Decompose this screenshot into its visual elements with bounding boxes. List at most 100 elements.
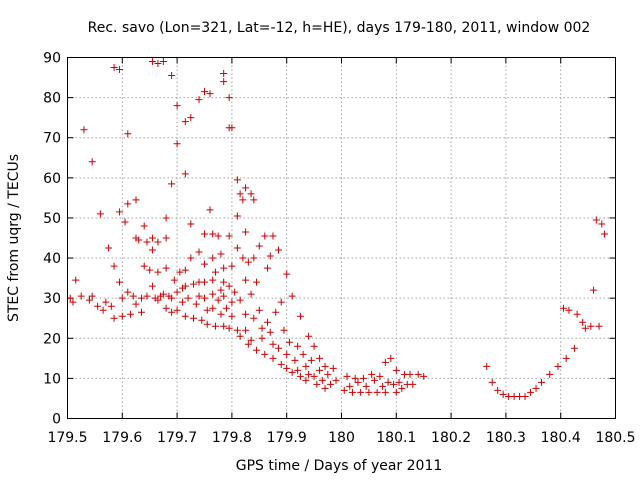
data-point xyxy=(209,230,217,238)
data-point xyxy=(379,382,387,390)
data-point xyxy=(94,302,102,310)
data-point xyxy=(143,238,151,246)
data-point xyxy=(329,364,337,372)
data-point xyxy=(132,300,140,308)
data-point xyxy=(154,238,162,246)
data-point xyxy=(261,350,269,358)
data-point xyxy=(214,232,222,240)
data-point xyxy=(233,326,241,334)
data-point xyxy=(274,344,282,352)
data-point xyxy=(118,312,126,320)
x-tick-label: 180 xyxy=(328,430,355,446)
data-point xyxy=(236,296,244,304)
data-point xyxy=(85,296,93,304)
data-point xyxy=(88,292,96,300)
data-point xyxy=(184,294,192,302)
data-point xyxy=(253,278,261,286)
x-tick-label: 180.5 xyxy=(595,430,635,446)
data-point xyxy=(220,292,228,300)
data-point xyxy=(148,58,156,66)
data-point xyxy=(220,78,228,86)
data-point xyxy=(107,302,115,310)
data-point xyxy=(201,88,208,96)
data-point xyxy=(137,308,145,316)
data-point xyxy=(316,354,324,362)
data-point xyxy=(146,266,154,274)
data-point xyxy=(220,264,228,272)
data-point xyxy=(129,292,137,300)
data-point xyxy=(581,324,589,332)
data-point xyxy=(148,246,156,254)
x-tick-label: 179.7 xyxy=(157,430,197,446)
data-point xyxy=(559,304,567,312)
data-point xyxy=(499,390,507,398)
data-point xyxy=(162,304,170,312)
data-point xyxy=(187,114,195,122)
data-point xyxy=(359,374,367,382)
x-tick-label: 180.2 xyxy=(431,430,471,446)
grid-lines xyxy=(67,57,616,419)
y-tick-label: 30 xyxy=(43,291,61,307)
data-point xyxy=(483,362,491,370)
data-point xyxy=(116,208,124,216)
data-point xyxy=(532,384,540,392)
data-point xyxy=(110,262,118,270)
data-point xyxy=(266,252,274,260)
data-point xyxy=(242,276,250,284)
data-point xyxy=(203,320,211,328)
data-point xyxy=(187,254,195,262)
data-point xyxy=(398,384,406,392)
data-point xyxy=(244,258,252,266)
data-point xyxy=(381,388,389,396)
data-point xyxy=(242,310,250,318)
data-point xyxy=(203,306,211,314)
data-point xyxy=(99,306,107,314)
data-point xyxy=(247,290,255,298)
data-point xyxy=(595,322,603,330)
data-point xyxy=(201,230,208,238)
data-point xyxy=(395,378,403,386)
data-point xyxy=(554,362,562,370)
data-point xyxy=(181,118,189,126)
data-point xyxy=(324,370,332,378)
data-point xyxy=(236,190,244,198)
data-point xyxy=(258,334,266,342)
data-point xyxy=(132,196,140,204)
data-point xyxy=(247,336,255,344)
data-point xyxy=(168,294,176,302)
data-point xyxy=(343,372,351,380)
data-point xyxy=(392,366,400,374)
data-point xyxy=(124,130,132,138)
data-point xyxy=(228,124,236,132)
data-point xyxy=(253,346,261,354)
data-point xyxy=(176,268,184,276)
data-point xyxy=(211,268,219,276)
data-point xyxy=(190,314,198,322)
data-point xyxy=(381,358,389,366)
data-point xyxy=(170,276,178,284)
data-point xyxy=(280,326,288,334)
data-point xyxy=(162,264,170,272)
data-point xyxy=(159,290,167,298)
data-point xyxy=(69,298,77,306)
data-point xyxy=(179,298,187,306)
data-point xyxy=(409,380,417,388)
x-tick-label: 179.6 xyxy=(102,430,142,446)
data-point xyxy=(220,278,228,286)
y-tick-label: 20 xyxy=(43,331,61,347)
data-point xyxy=(77,292,85,300)
data-point xyxy=(296,312,304,320)
data-point xyxy=(354,378,362,386)
x-tick-label: 179.8 xyxy=(212,430,252,446)
data-point xyxy=(148,282,156,290)
data-point xyxy=(247,190,255,198)
data-point xyxy=(373,388,381,396)
data-point xyxy=(592,216,600,224)
data-point xyxy=(370,376,378,384)
data-point xyxy=(140,262,148,270)
data-point xyxy=(195,292,203,300)
data-point xyxy=(285,338,293,346)
data-point xyxy=(228,298,236,306)
data-point xyxy=(140,222,148,230)
data-point xyxy=(488,378,496,386)
